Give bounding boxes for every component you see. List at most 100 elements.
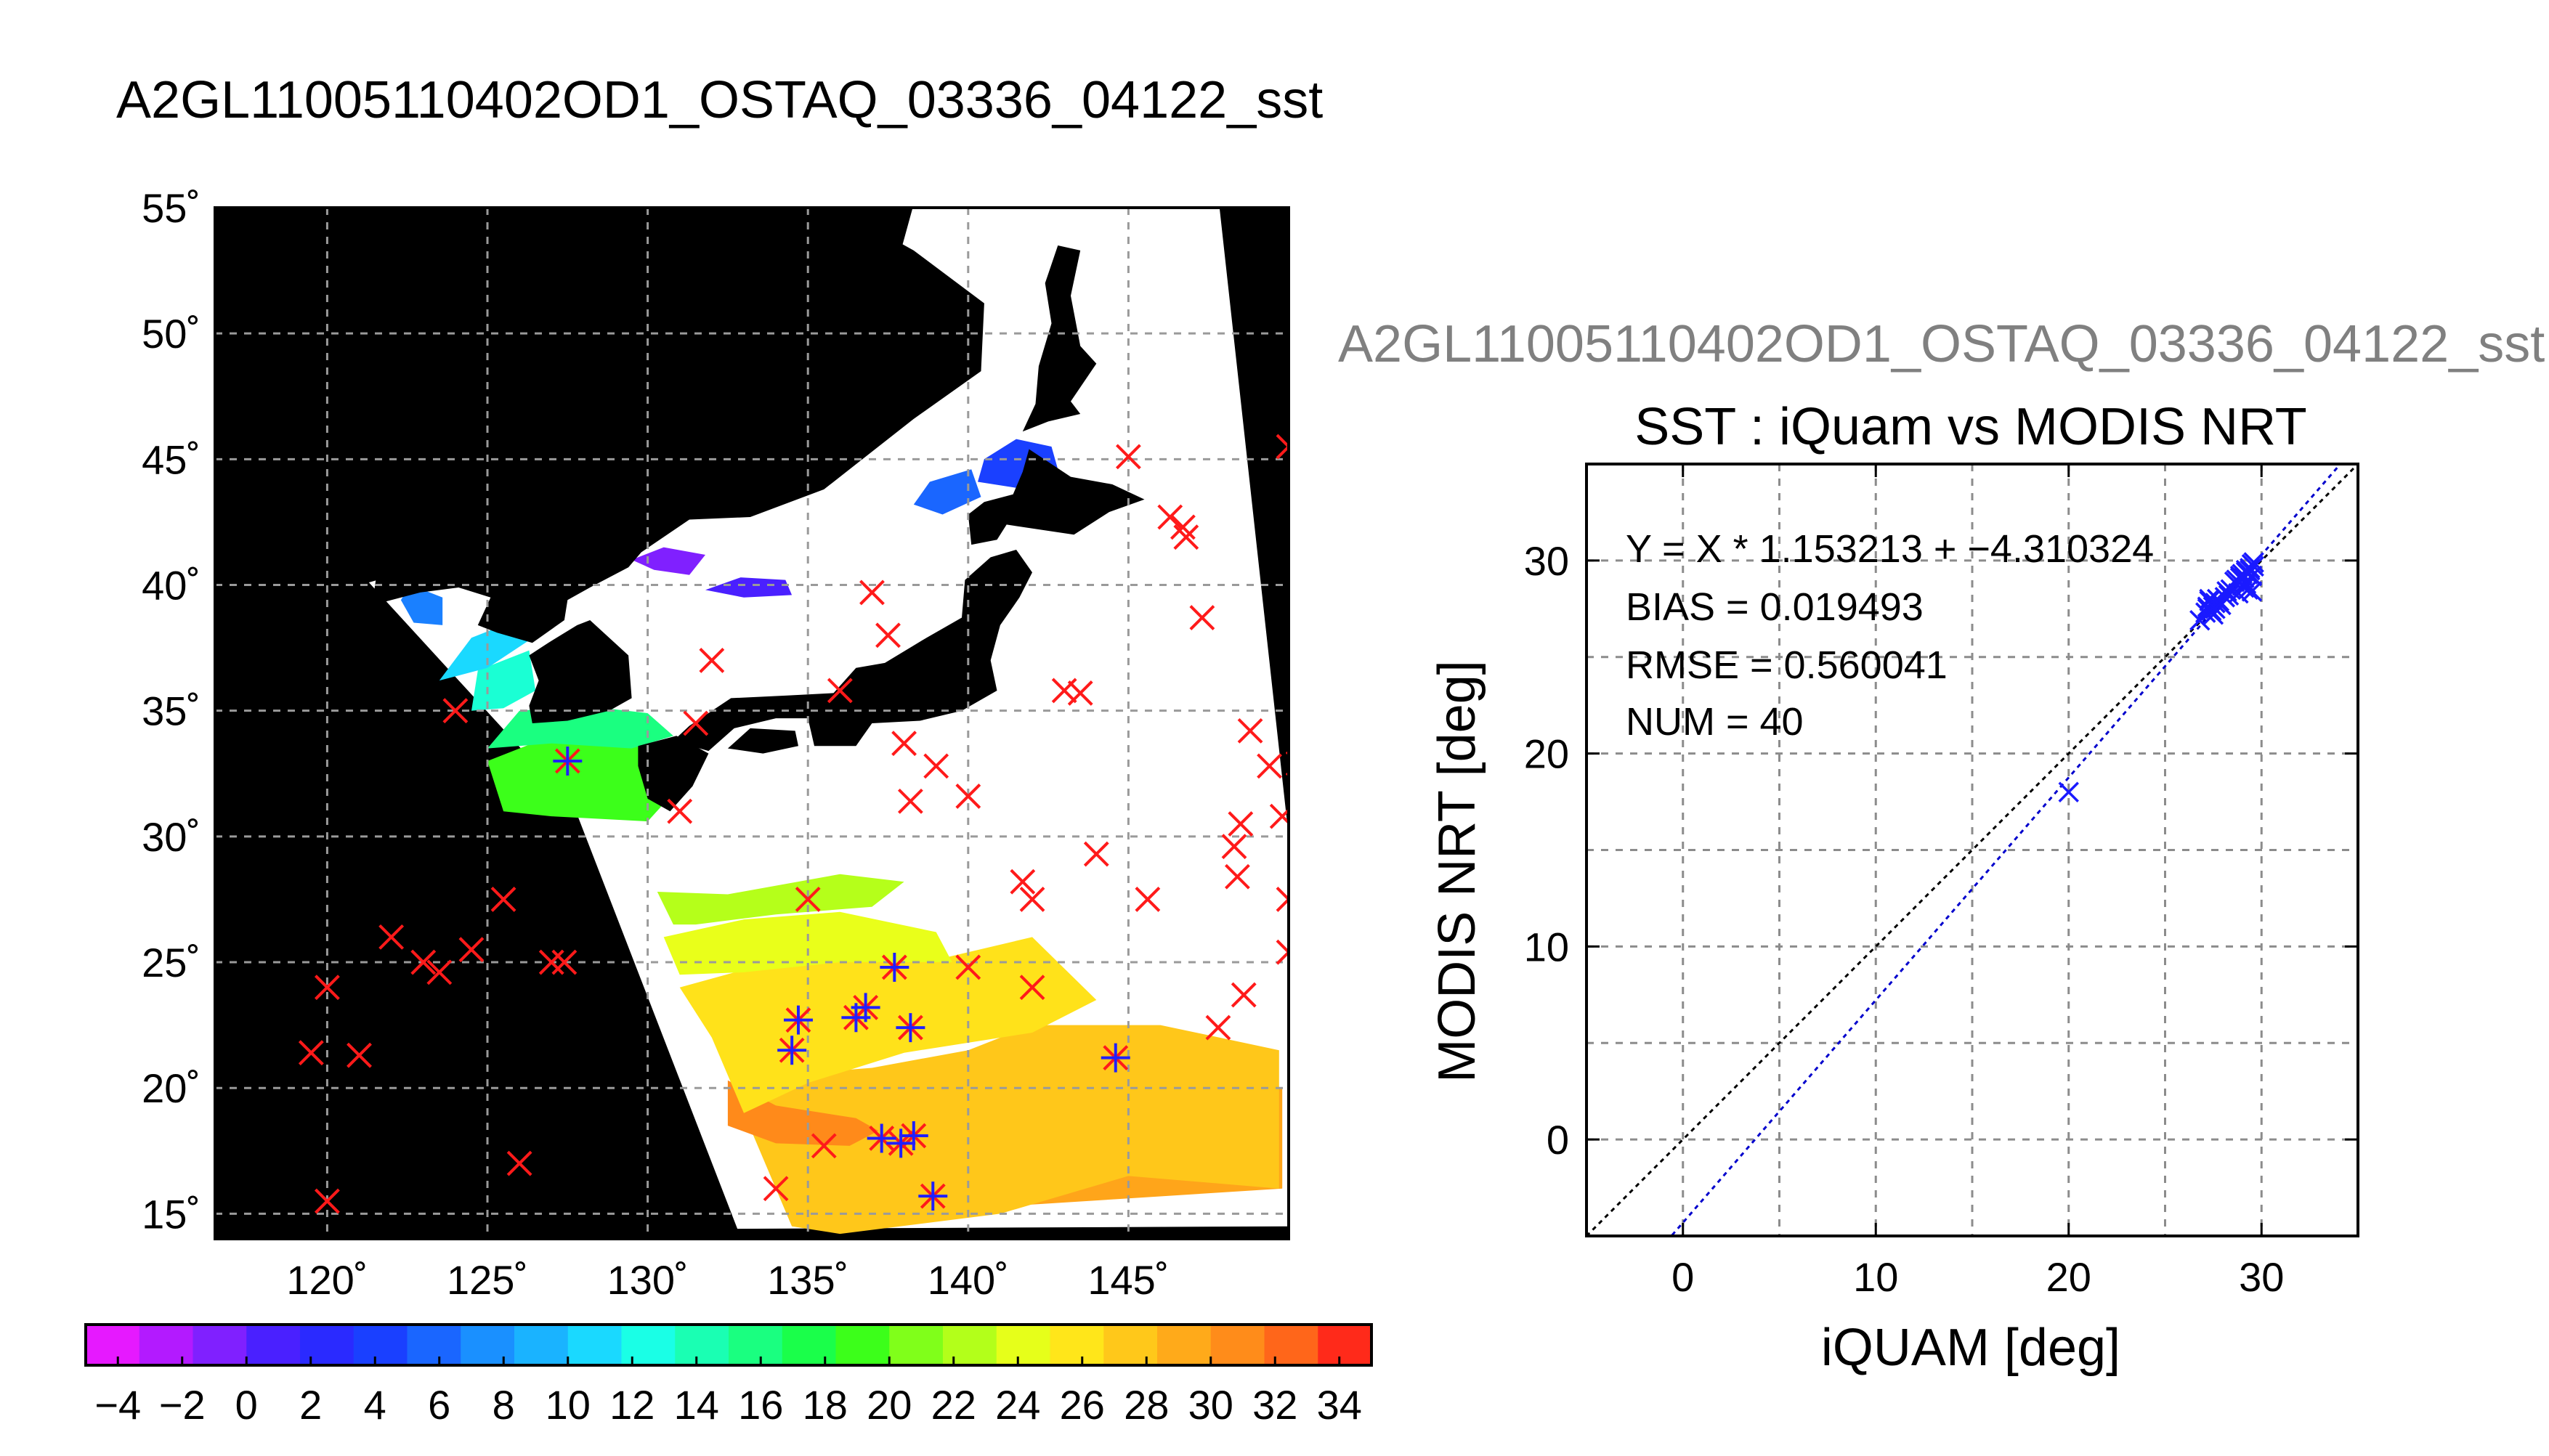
colorbar-cell — [835, 1325, 890, 1365]
map-grid — [215, 208, 1289, 1239]
map-lat-tick-label: 50˚ — [142, 311, 200, 357]
colorbar-frame — [84, 1323, 1373, 1367]
colorbar-cell — [1210, 1325, 1265, 1365]
sst-region-14 — [705, 577, 793, 598]
colorbar-tick-label: 8 — [493, 1382, 515, 1428]
scatter-ylabel: MODIS NRT [deg] — [1428, 660, 1486, 1083]
colorbar-cell — [139, 1325, 193, 1365]
map-lat-tick-label: 35˚ — [142, 688, 200, 734]
map-match-marker — [1276, 887, 1289, 912]
colorbar-tick-label: −2 — [159, 1382, 206, 1428]
map-match-marker — [442, 698, 469, 724]
sst-region-12 — [913, 469, 981, 515]
map-matched-star-marker — [899, 1121, 928, 1150]
scatter-xtick-label: 30 — [2239, 1254, 2284, 1300]
map-lon-tick-label: 145˚ — [1087, 1257, 1169, 1303]
map-match-marker — [827, 678, 853, 704]
colorbar-tick-label: 32 — [1252, 1382, 1297, 1428]
colorbar-cell — [889, 1325, 944, 1365]
map-match-marker — [699, 648, 725, 673]
map-matched-star-marker — [918, 1182, 948, 1211]
sst-region-1 — [744, 1025, 1279, 1235]
land-hokkaido — [968, 449, 1145, 545]
sst-region-10 — [400, 585, 443, 625]
map-match-marker — [298, 1040, 324, 1066]
stats-rmse: RMSE = 0.560041 — [1626, 643, 1948, 687]
map-match-marker — [955, 954, 981, 980]
colorbar-tick-label: 2 — [299, 1382, 322, 1428]
map-match-marker — [1083, 841, 1109, 867]
colorbar-tick-label: 34 — [1317, 1382, 1362, 1428]
map-lon-tick-label: 135˚ — [767, 1257, 848, 1303]
map-lon-tick-label: 120˚ — [286, 1257, 368, 1303]
map-match-marker — [1173, 524, 1199, 550]
colorbar-cell — [621, 1325, 676, 1365]
map-match-marker — [490, 887, 516, 912]
map-lat-tick-label: 40˚ — [142, 563, 200, 609]
map-match-marker — [1231, 982, 1257, 1008]
map-lat-ticks: 15˚ 20˚ 25˚ 30˚ 35˚ 40˚ 45˚ 50˚ 55˚ — [142, 185, 200, 1237]
map-match-marker — [426, 959, 453, 985]
map-lat-tick-label: 55˚ — [142, 185, 200, 231]
map-match-marker — [410, 949, 437, 975]
map-match-marker — [1302, 805, 1326, 828]
sst-region-6 — [487, 736, 680, 822]
scatter-plot: 0 10 20 30 0 10 20 30 Y = X * 1.153213 + −4.310… — [1524, 463, 2359, 1300]
map-match-marker — [1276, 939, 1289, 965]
stats-bias: BIAS = 0.019493 — [1626, 585, 1924, 629]
map-matched-star-marker — [867, 1123, 896, 1153]
colorbar-cell — [1264, 1325, 1318, 1365]
sst-map: 120˚ 125˚ 130˚ 135˚ 140˚ 145˚ 15˚ 20˚ 25˚ 30˚ 35˚… — [142, 185, 1326, 1303]
scatter-point — [2058, 781, 2079, 803]
map-match-marker — [795, 887, 821, 912]
stats-equation: Y = X * 1.153213 + −4.310324 — [1626, 527, 2154, 571]
colorbar-cell — [943, 1325, 997, 1365]
colorbar-cell — [1157, 1325, 1212, 1365]
map-match-marker — [1010, 869, 1036, 895]
land-kyushu — [638, 736, 709, 812]
land-shikoku — [727, 728, 798, 754]
map-match-marker — [347, 1042, 372, 1068]
map-match-marker — [538, 949, 564, 975]
colorbar-tick-label: 4 — [364, 1382, 386, 1428]
scatter-filename: A2GL11005110402OD1_OSTAQ_03336_04122_sst — [1338, 315, 2545, 373]
scatter-ytick-label: 0 — [1547, 1117, 1569, 1163]
colorbar-cell — [246, 1325, 301, 1365]
map-match-marker — [897, 788, 923, 814]
map-title: A2GL11005110402OD1_OSTAQ_03336_04122_sst — [116, 71, 1323, 129]
map-match-marker — [1157, 504, 1183, 530]
scatter-points — [2058, 552, 2264, 803]
scatter-point — [2235, 559, 2257, 581]
map-match-marker — [1189, 605, 1215, 630]
map-match-marker — [1135, 887, 1161, 912]
colorbar-tick-label: 30 — [1188, 1382, 1233, 1428]
colorbar-tick-label: 28 — [1124, 1382, 1169, 1428]
scatter-ytick-label: 20 — [1524, 731, 1569, 777]
map-match-marker — [1228, 811, 1254, 837]
colorbar-tick-label: 12 — [609, 1382, 655, 1428]
colorbar-cell — [1103, 1325, 1158, 1365]
colorbar-tick-label: 0 — [235, 1382, 258, 1428]
colorbar-cell — [1050, 1325, 1104, 1365]
sst-region-9 — [439, 625, 530, 681]
map-matched-star-marker — [783, 1005, 813, 1035]
scatter-point — [2237, 564, 2258, 585]
map-match-marker — [1019, 887, 1045, 912]
land-japan-main — [673, 550, 1032, 752]
scatter-ytick-label: 30 — [1524, 538, 1569, 584]
scatter-ytick-label: 10 — [1524, 924, 1569, 969]
scatter-point — [2237, 579, 2258, 600]
colorbar-cell — [782, 1325, 836, 1365]
map-lat-tick-label: 25˚ — [142, 940, 200, 985]
scatter-xlabel: iQUAM [deg] — [1821, 1319, 2120, 1377]
map-match-marker — [1237, 717, 1263, 744]
map-match-marker — [1285, 750, 1289, 776]
colorbar-tick-label: 20 — [867, 1382, 912, 1428]
map-frame — [214, 206, 1290, 1240]
map-match-marker — [923, 753, 949, 779]
land-layer — [215, 208, 1145, 812]
colorbar-cell — [193, 1325, 247, 1365]
map-match-marker — [1269, 803, 1289, 829]
map-match-marker — [315, 1188, 340, 1214]
